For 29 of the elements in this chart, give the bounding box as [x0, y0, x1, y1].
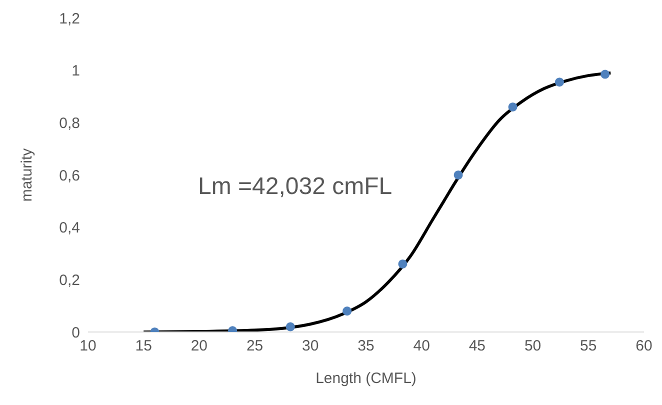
- x-tick-label: 50: [524, 338, 542, 355]
- line-series: [142, 71, 612, 332]
- x-tick-label: 40: [413, 338, 430, 355]
- point: [286, 322, 295, 332]
- point: [398, 259, 408, 268]
- x-tick-label: 20: [190, 338, 208, 355]
- y-tick-label: 0,4: [59, 220, 80, 237]
- y-tick-label: 0,6: [59, 167, 80, 184]
- x-tick-label: 30: [302, 338, 319, 355]
- y-tick-label: 0: [72, 324, 80, 342]
- point: [454, 170, 463, 180]
- x-axis-title: Length (CMFL): [316, 370, 416, 387]
- x-tick-label: 45: [468, 338, 486, 355]
- y-tick-label: 1,2: [59, 10, 80, 28]
- point: [554, 78, 564, 87]
- point: [600, 70, 610, 79]
- x-tick-label: 60: [636, 338, 652, 355]
- x-tick-label: 15: [135, 338, 152, 355]
- y-tick-label: 0,2: [59, 272, 80, 289]
- y-axis-title: maturity: [18, 148, 36, 202]
- point: [508, 102, 518, 112]
- y-tick-label: 0,8: [59, 114, 80, 132]
- x-tick-label: 10: [80, 338, 96, 355]
- annotation: Lm =42,032 cmFL: [198, 173, 392, 201]
- point: [342, 306, 352, 316]
- x-tick-label: 25: [246, 338, 264, 355]
- x-tick-label: 55: [580, 338, 597, 355]
- x-tick-label: 35: [358, 338, 374, 355]
- y-tick-label: 1: [72, 62, 80, 80]
